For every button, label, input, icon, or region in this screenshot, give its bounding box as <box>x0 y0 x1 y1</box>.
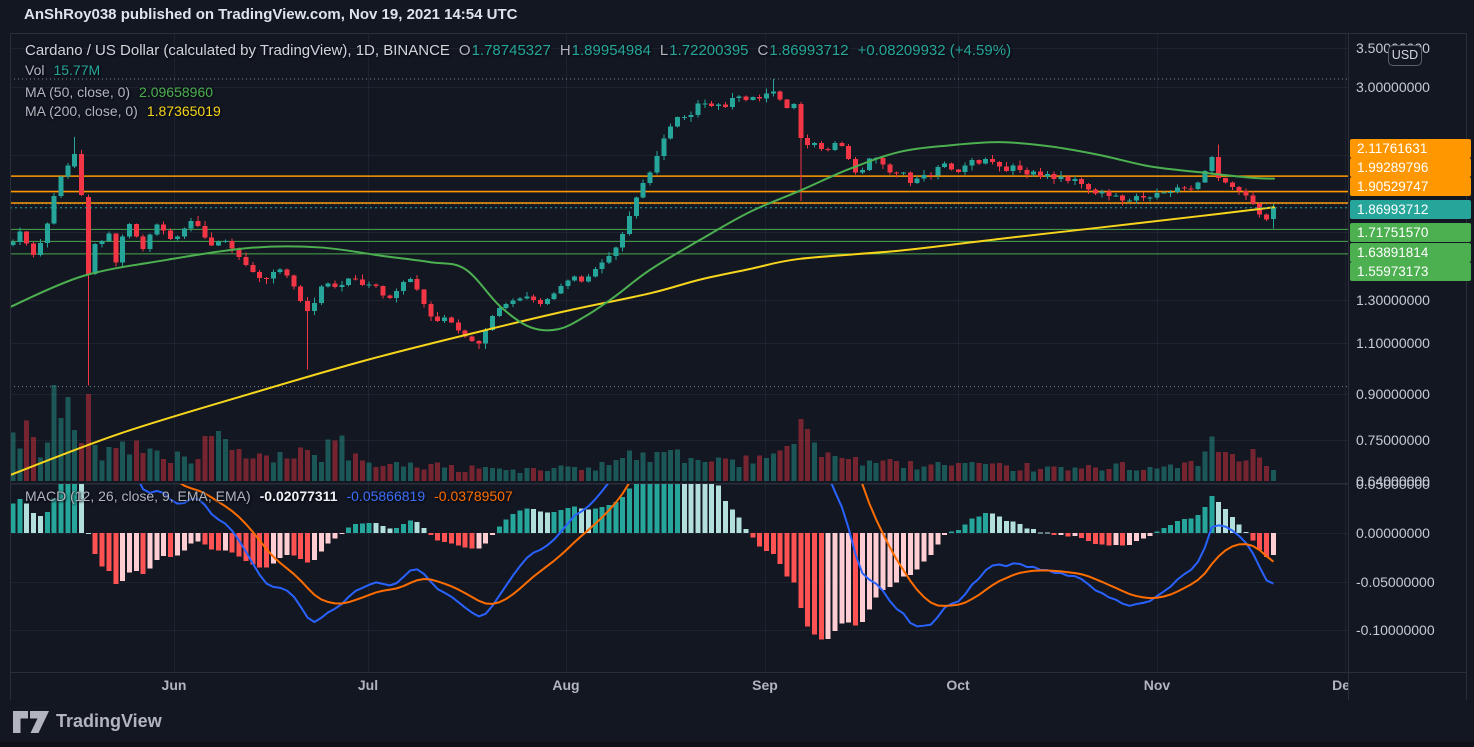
footer-bar: TradingView <box>0 700 1474 747</box>
volume-legend: Vol 15.77M <box>25 62 100 78</box>
volume-value: 15.77M <box>53 62 101 78</box>
volume-bars <box>10 385 1276 481</box>
month-label-nov: Nov <box>1143 677 1171 693</box>
ohlc-open: O 1.78745327 <box>458 42 551 59</box>
macd-tick-label: -0.10000000 <box>1356 622 1435 639</box>
macd-signal-line <box>179 484 1275 607</box>
price-level-label: 2.11761631 <box>1350 139 1471 158</box>
tradingview-wordmark[interactable]: TradingView <box>56 711 162 731</box>
price-level-label: 1.99289796 <box>1350 158 1471 177</box>
symbol-title: Cardano / US Dollar (calculated by Tradi… <box>25 42 450 59</box>
currency-toggle-button[interactable]: USD <box>1388 45 1422 66</box>
gridlines <box>10 33 1348 672</box>
month-label-sep: Sep <box>752 677 778 693</box>
ma200-line <box>10 206 1275 477</box>
macd-legend: MACD (12, 26, close, 9, EMA, EMA) -0.020… <box>25 488 513 504</box>
price-tick-label: 1.10000000 <box>1356 334 1430 351</box>
ma50-label: MA (50, close, 0) <box>25 84 131 100</box>
month-label-jun: Jun <box>161 677 187 693</box>
price-level-label: 1.55973173 <box>1350 262 1471 281</box>
ohlc-close: C 1.86993712 <box>757 42 849 59</box>
macd-signal-value: -0.03789507 <box>434 488 513 504</box>
ma50-line <box>10 141 1275 332</box>
volume-label: Vol <box>25 62 45 78</box>
horizontal-level-lines <box>10 78 1348 388</box>
ma200-value: 1.87365019 <box>146 103 221 119</box>
month-label-oct: Oct <box>946 677 970 693</box>
ma50-value: 2.09658960 <box>139 84 214 100</box>
price-tick-label: 1.30000000 <box>1356 292 1430 309</box>
symbol-legend: Cardano / US Dollar (calculated by Tradi… <box>25 42 1011 59</box>
macd-hist-value: -0.02077311 <box>259 488 338 504</box>
macd-line-value: -0.05866819 <box>346 488 426 504</box>
change-value: +0.08209932 (+4.59%) <box>857 42 1012 59</box>
macd-tick-label: -0.05000000 <box>1356 573 1435 590</box>
pane-frame <box>10 33 1467 701</box>
macd-line <box>139 484 1274 628</box>
bottom-band <box>0 742 1474 747</box>
price-level-label: 1.86993712 <box>1350 200 1471 219</box>
price-level-label: 1.71751570 <box>1350 223 1471 242</box>
ma200-legend: MA (200, close, 0) 1.87365019 <box>25 103 221 119</box>
ohlc-low: L 1.72200395 <box>659 42 749 59</box>
price-level-label: 1.63891814 <box>1350 243 1471 262</box>
price-tick-label: 3.00000000 <box>1356 79 1430 96</box>
month-label-dec: Dec <box>1332 677 1348 693</box>
publish-header: AnShRoy038 published on TradingView.com,… <box>24 6 518 23</box>
month-label-jul: Jul <box>357 677 379 693</box>
tradingview-logo-icon[interactable] <box>13 711 50 739</box>
price-tick-label: 0.90000000 <box>1356 385 1430 402</box>
price-tick-label: 0.75000000 <box>1356 432 1430 449</box>
ma200-label: MA (200, close, 0) <box>25 103 138 119</box>
ohlc-high: H 1.89954984 <box>559 42 651 59</box>
price-level-label: 1.90529747 <box>1350 177 1471 196</box>
price-tick-label: 0.64000000 <box>1356 472 1430 489</box>
price-scale[interactable]: 3.500000003.000000001.300000001.10000000… <box>1348 33 1474 700</box>
month-label-aug: Aug <box>552 677 580 693</box>
candlesticks <box>10 78 1276 386</box>
ma50-legend: MA (50, close, 0) 2.09658960 <box>25 84 213 100</box>
macd-label: MACD (12, 26, close, 9, EMA, EMA) <box>25 488 251 504</box>
time-axis[interactable]: Jun Jul Aug Sep Oct Nov Dec <box>10 672 1348 700</box>
macd-tick-label: 0.05000000 <box>1356 476 1430 493</box>
macd-tick-label: 0.00000000 <box>1356 525 1430 541</box>
